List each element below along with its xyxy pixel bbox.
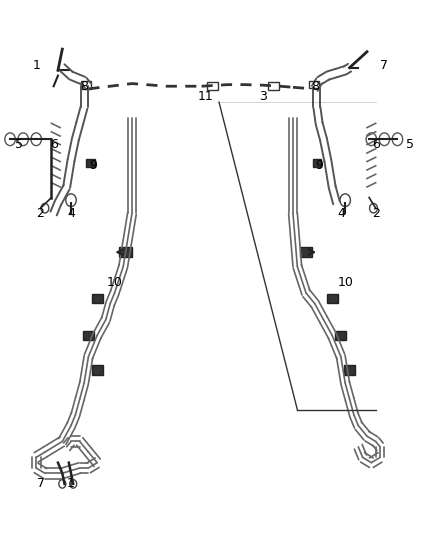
Text: 9: 9 xyxy=(89,159,97,172)
Text: 7: 7 xyxy=(36,478,45,490)
Text: 2: 2 xyxy=(37,207,45,220)
Circle shape xyxy=(379,133,390,146)
Text: 1: 1 xyxy=(67,478,75,490)
Bar xyxy=(83,330,94,340)
Text: 4: 4 xyxy=(67,207,75,220)
Text: 9: 9 xyxy=(315,159,323,172)
Circle shape xyxy=(370,204,378,213)
Bar xyxy=(92,294,102,303)
Bar xyxy=(207,83,218,90)
Bar xyxy=(344,365,355,375)
Circle shape xyxy=(70,480,77,488)
Bar xyxy=(86,159,95,167)
Bar xyxy=(309,81,319,88)
Text: 8: 8 xyxy=(311,80,319,93)
Text: 1: 1 xyxy=(32,59,40,71)
Bar xyxy=(92,365,102,375)
Circle shape xyxy=(31,133,42,146)
Text: 2: 2 xyxy=(372,207,380,220)
Bar xyxy=(81,82,92,89)
Text: 11: 11 xyxy=(198,90,214,103)
Text: 5: 5 xyxy=(406,138,414,151)
Text: 5: 5 xyxy=(15,138,23,151)
Text: 3: 3 xyxy=(258,90,266,103)
Circle shape xyxy=(18,133,28,146)
Bar xyxy=(327,294,338,303)
Circle shape xyxy=(392,133,403,146)
Text: 4: 4 xyxy=(337,207,345,220)
Bar xyxy=(300,247,312,257)
Text: 6: 6 xyxy=(49,138,57,151)
Circle shape xyxy=(59,480,66,488)
Text: 7: 7 xyxy=(380,59,389,71)
Bar xyxy=(313,159,321,167)
Circle shape xyxy=(366,133,377,146)
Circle shape xyxy=(340,194,350,207)
Text: 10: 10 xyxy=(337,276,353,289)
Text: 6: 6 xyxy=(372,138,380,151)
Bar xyxy=(268,83,279,90)
Bar xyxy=(119,247,131,257)
Text: 10: 10 xyxy=(106,276,123,289)
Circle shape xyxy=(5,133,15,146)
Circle shape xyxy=(66,194,76,207)
Text: 8: 8 xyxy=(80,80,88,93)
Circle shape xyxy=(41,204,49,213)
Bar xyxy=(336,330,346,340)
